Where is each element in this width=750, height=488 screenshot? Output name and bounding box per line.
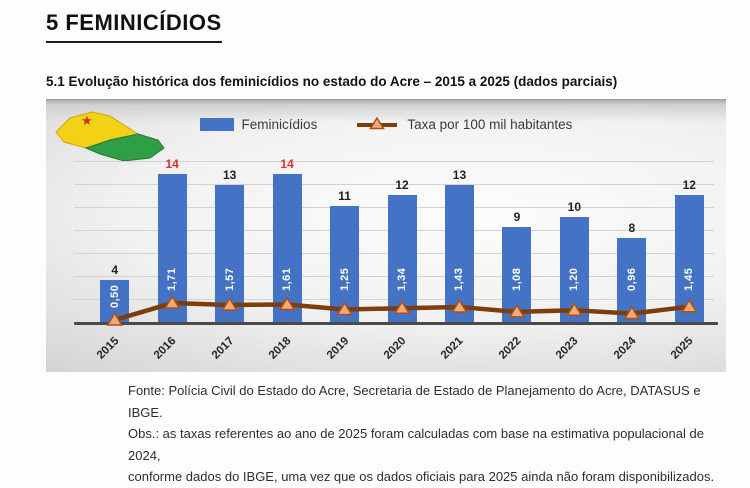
star-icon: ★ [81, 113, 93, 128]
bar-value-label: 13 [452, 167, 467, 182]
x-tick-label: 2023 [554, 335, 581, 362]
rate-label: 1,20 [568, 267, 581, 291]
chart-title: 5.1 Evolução histórica dos feminicídios … [46, 74, 618, 89]
bar-value-label: 4 [111, 262, 119, 277]
bar-swatch-icon [199, 117, 234, 131]
rate-label: 0,96 [625, 267, 638, 291]
rate-label: 0,50 [108, 284, 121, 308]
rate-label: 1,25 [338, 267, 351, 291]
chart-figure: ★ Feminicídios Taxa por 100 mil habitant… [46, 99, 726, 372]
line-marker-icon [357, 116, 398, 130]
bar-value-label: 11 [338, 188, 351, 203]
x-tick-label: 2024 [611, 335, 639, 362]
source-note: Fonte: Polícia Civil do Estado do Acre, … [128, 380, 728, 488]
source-line-3: conforme dados do IBGE, uma vez que os d… [128, 469, 715, 484]
rate-label: 1,43 [453, 267, 466, 291]
gridline [74, 161, 714, 162]
bar-value-label: 10 [567, 199, 582, 214]
legend-label-feminicidios: Feminicídios [241, 116, 318, 132]
x-tick-label: 2018 [266, 335, 294, 362]
x-tick-label: 2016 [152, 335, 179, 362]
x-tick-label: 2019 [324, 335, 352, 362]
bar-value-label: 8 [628, 220, 636, 235]
rate-label: 1,71 [166, 267, 179, 291]
bar-value-label: 14 [280, 157, 294, 172]
bar-value-label: 9 [513, 210, 521, 225]
rate-label: 1,45 [683, 267, 696, 291]
rate-label: 1,08 [510, 267, 523, 291]
legend-item-taxa: Taxa por 100 mil habitantes [355, 116, 572, 132]
x-tick-label: 2021 [439, 335, 466, 362]
rate-label: 1,34 [396, 267, 408, 291]
rate-label: 1,61 [281, 267, 294, 291]
source-line-2: Obs.: as taxas referentes ao ano de 2025… [128, 426, 704, 463]
legend-item-feminicidios: Feminicídios [199, 116, 318, 132]
section-heading-text: 5 FEMINICÍDIOS [46, 10, 222, 43]
rate-label: 1,57 [223, 267, 236, 291]
legend-label-taxa: Taxa por 100 mil habitantes [407, 116, 573, 132]
chart-legend: Feminicídios Taxa por 100 mil habitantes [46, 112, 726, 136]
gridline [74, 184, 714, 185]
bar-value-label: 12 [682, 178, 696, 193]
section-heading: 5 FEMINICÍDIOS [46, 10, 222, 43]
page: { "document": { "heading": "5 FEMINICÍDI… [46, 10, 726, 484]
source-line-1: Fonte: Polícia Civil do Estado do Acre, … [128, 383, 701, 420]
x-tick-label: 2020 [381, 335, 409, 362]
acre-map-icon: ★ [52, 104, 174, 171]
bar-value-label: 13 [222, 167, 237, 182]
bar-value-label: 12 [395, 178, 409, 193]
bar-value-label: 14 [165, 157, 179, 172]
x-tick-label: 2015 [94, 335, 122, 362]
x-tick-label: 2025 [669, 335, 696, 362]
x-tick-label: 2022 [496, 335, 524, 362]
x-tick-label: 2017 [209, 335, 237, 362]
x-axis-line [74, 322, 718, 325]
